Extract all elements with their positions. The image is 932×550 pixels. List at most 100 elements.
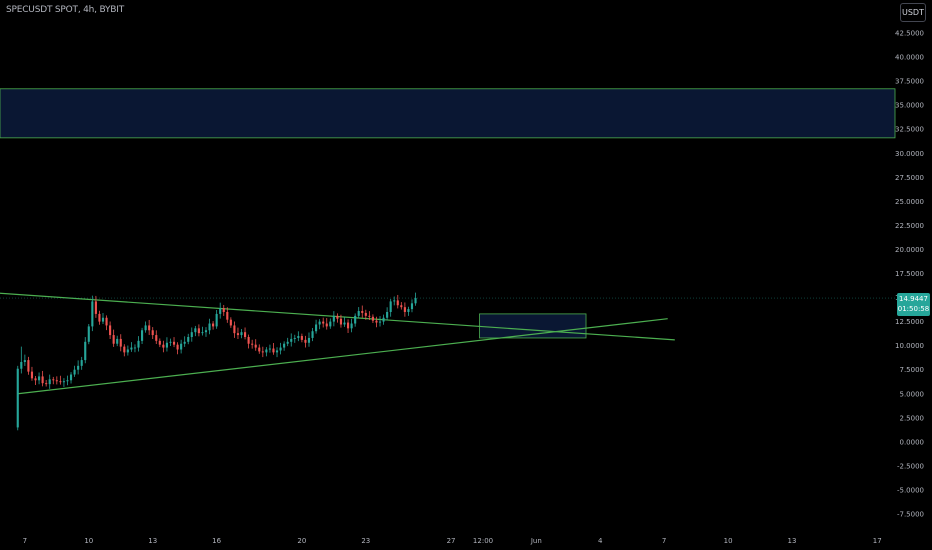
price-axis[interactable]: 42.5000 40.0000 37.5000 35.0000 32.5000 30.00… xyxy=(895,30,924,519)
candle-body xyxy=(34,378,37,381)
candle-body xyxy=(84,341,87,361)
candle-body xyxy=(410,303,414,310)
candle xyxy=(30,366,34,381)
candle-body xyxy=(116,338,119,344)
candle-body xyxy=(265,349,268,353)
y-tick-label: 17.5000 xyxy=(895,270,924,278)
candle-body xyxy=(148,325,151,331)
candle-body xyxy=(283,343,286,348)
time-axis[interactable]: 7 10 13 16 20 23 27 12:00 Jun 4 7 10 13 17 xyxy=(23,537,882,545)
candle-body xyxy=(414,298,417,304)
candle xyxy=(190,327,193,342)
candle-body xyxy=(393,300,396,302)
candle xyxy=(403,302,406,317)
candle-body xyxy=(226,311,229,320)
candle xyxy=(233,321,236,338)
zones-layer xyxy=(0,88,896,339)
candle xyxy=(222,304,225,316)
candle-body xyxy=(268,348,271,350)
candle-body xyxy=(212,323,215,327)
candle xyxy=(52,376,55,385)
symbol-title: SPECUSDT SPOT, 4h, BYBIT xyxy=(6,5,125,15)
candle-body xyxy=(240,332,243,336)
x-tick-label: 10 xyxy=(724,537,733,545)
candle-body xyxy=(27,360,30,372)
candle xyxy=(226,307,229,323)
candle xyxy=(315,319,318,334)
candle-body xyxy=(219,308,222,314)
candle-body xyxy=(304,339,307,343)
candle xyxy=(48,374,51,389)
candle-body xyxy=(94,301,97,314)
candle xyxy=(34,375,37,385)
candle-body xyxy=(133,347,137,349)
candle xyxy=(62,378,65,387)
candle xyxy=(144,321,147,333)
candle-body xyxy=(339,318,343,325)
candle-body xyxy=(343,322,346,325)
y-tick-label: 35.0000 xyxy=(895,102,924,110)
candle-body xyxy=(215,313,218,327)
candle-body xyxy=(336,315,339,319)
candle-body xyxy=(66,380,69,382)
candle-body xyxy=(126,349,129,353)
candle-body xyxy=(233,325,236,334)
candle-body xyxy=(300,336,303,340)
candle xyxy=(343,317,346,327)
candle-body xyxy=(165,342,168,348)
candle xyxy=(133,344,137,353)
candle xyxy=(197,324,200,337)
candle-body xyxy=(172,341,176,345)
x-tick-label: Jun xyxy=(530,537,542,545)
candle-body xyxy=(222,308,225,312)
candle-body xyxy=(311,331,314,338)
candle-body xyxy=(123,346,126,353)
y-tick-label: 10.0000 xyxy=(895,342,924,350)
candle xyxy=(137,336,140,352)
candle xyxy=(293,334,296,343)
candle-body xyxy=(354,315,357,324)
candle-body xyxy=(201,332,204,334)
candle xyxy=(332,311,335,327)
candle-body xyxy=(45,383,48,385)
candle xyxy=(155,330,158,345)
candle-body xyxy=(119,338,122,347)
candle-body xyxy=(91,301,94,327)
candle xyxy=(407,306,410,316)
candle-body xyxy=(38,376,41,381)
candle-body xyxy=(169,341,172,343)
candle xyxy=(364,309,367,320)
candle xyxy=(329,318,332,329)
candle-body xyxy=(208,323,211,331)
candle xyxy=(322,317,325,328)
candle xyxy=(119,334,122,352)
candle xyxy=(261,346,264,358)
candle-body xyxy=(261,351,264,353)
candle-body xyxy=(62,381,65,383)
candle-body xyxy=(368,315,371,317)
candle-body xyxy=(87,326,90,342)
candle xyxy=(69,372,73,384)
candle xyxy=(105,315,108,331)
y-tick-label: -5.0000 xyxy=(897,486,924,494)
x-tick-label: 13 xyxy=(148,537,157,545)
y-tick-label: -7.5000 xyxy=(897,511,924,519)
candle xyxy=(254,339,257,351)
candle-body xyxy=(332,315,335,322)
x-tick-label: 10 xyxy=(84,537,93,545)
candle xyxy=(27,356,30,375)
candle-body xyxy=(180,343,183,350)
currency-button[interactable]: USDT xyxy=(900,3,926,22)
candle-body xyxy=(297,336,300,338)
candle xyxy=(169,338,172,346)
candle-body xyxy=(187,336,190,342)
candle xyxy=(59,375,62,385)
x-tick-label: 27 xyxy=(447,537,456,545)
candle xyxy=(386,307,389,321)
candle xyxy=(311,328,314,342)
x-tick-label: 7 xyxy=(23,537,27,545)
y-tick-label: 22.5000 xyxy=(895,222,924,230)
candle-body xyxy=(162,344,165,348)
ascending-trendline xyxy=(17,318,668,395)
